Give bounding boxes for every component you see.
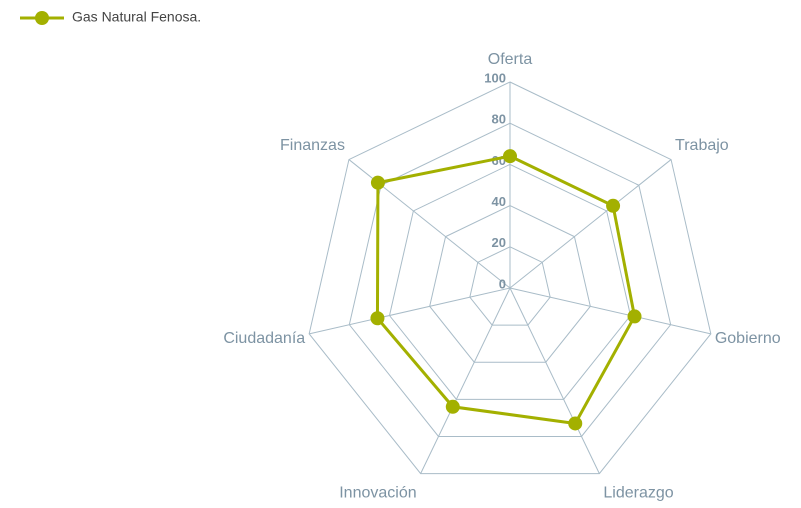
- spoke: [509, 287, 711, 335]
- spoke: [420, 287, 511, 474]
- axis-label: Trabajo: [675, 137, 729, 154]
- spoke: [309, 287, 511, 335]
- data-point: [445, 399, 460, 414]
- data-point: [370, 311, 385, 326]
- y-tick-label: 40: [492, 194, 506, 209]
- y-tick-label: 0: [499, 276, 506, 291]
- grid-ring: [348, 122, 672, 437]
- axis-label: Innovación: [339, 485, 416, 502]
- axis-label: Gobierno: [715, 330, 781, 347]
- data-point: [503, 149, 517, 164]
- grid-ring: [388, 163, 632, 400]
- grid-ring: [429, 205, 591, 363]
- grid-ring: [308, 81, 712, 475]
- axis-label: Liderazgo: [603, 485, 673, 502]
- y-tick-label: 80: [492, 112, 506, 127]
- y-tick-label: 100: [484, 70, 506, 85]
- series-line: [375, 154, 637, 426]
- axis-label: Ciudadanía: [223, 330, 305, 347]
- data-point: [370, 175, 385, 190]
- legend-text: Gas Natural Fenosa.: [72, 9, 201, 25]
- data-point: [568, 416, 583, 431]
- grid-ring: [469, 246, 551, 326]
- axis-label: Oferta: [488, 51, 533, 68]
- y-tick-label: 20: [492, 235, 506, 250]
- data-point: [627, 309, 642, 324]
- spoke: [509, 287, 600, 474]
- data-point: [606, 198, 621, 213]
- axis-label: Finanzas: [280, 137, 345, 154]
- spoke: [509, 159, 672, 289]
- marks: [370, 149, 642, 431]
- legend-marker: [35, 11, 49, 25]
